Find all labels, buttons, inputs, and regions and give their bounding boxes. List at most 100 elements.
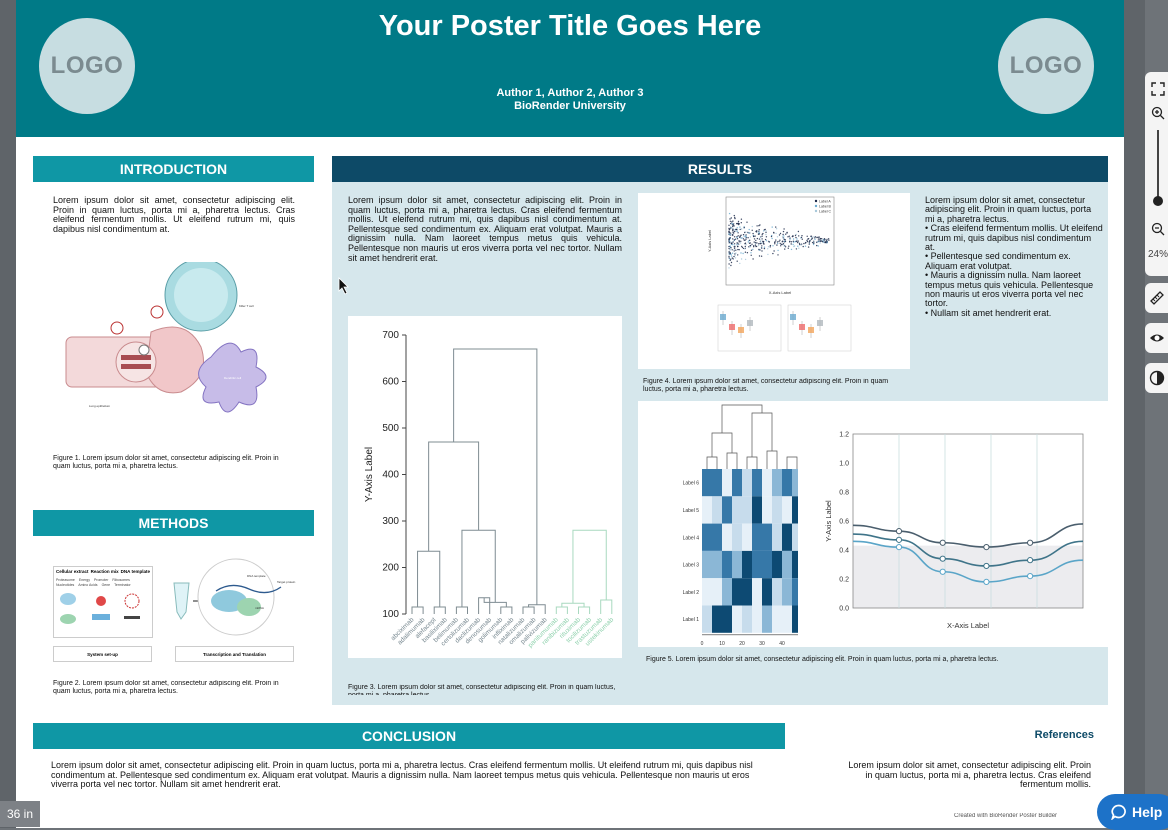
poster[interactable]: LOGO LOGO Your Poster Title Goes Here Au… [16, 0, 1124, 828]
scatter-point [761, 238, 763, 240]
scatter-point [735, 249, 737, 251]
figure-4-panel[interactable]: X-Axis Label Y-Axis Label Label A Label B La… [638, 193, 910, 369]
results-text[interactable]: Lorem ipsum dolor sit amet, consectetur … [348, 195, 622, 263]
zoom-out-icon[interactable] [1151, 222, 1165, 236]
conclusion-heading[interactable]: CONCLUSION [33, 723, 785, 749]
scatter-point [736, 244, 738, 246]
scatter-point [748, 228, 750, 231]
scatter-point [770, 235, 773, 238]
boxplot-box [729, 324, 735, 330]
scatter-point [736, 236, 738, 239]
series-point [895, 536, 903, 543]
scatter-point [776, 244, 778, 246]
dendrogram-link [411, 606, 424, 614]
figure-4-caption[interactable]: Figure 4. Lorem ipsum dolor sit amet, co… [643, 378, 889, 393]
scatter-point [740, 218, 743, 220]
heatmap-cell [752, 578, 762, 606]
scatter-point [749, 246, 751, 248]
scatter-point [739, 235, 741, 237]
y-tick-label: 200 [382, 563, 399, 574]
dendrogram-link [417, 550, 441, 608]
scatter-point [782, 230, 785, 233]
scatter-point [752, 258, 754, 260]
zoom-slider-track[interactable] [1157, 130, 1159, 204]
scatter-point [816, 236, 818, 239]
poster-title[interactable]: Your Poster Title Goes Here [378, 10, 762, 42]
figure-5-panel[interactable]: Label 6 Label 5 Label 4 Label 3 Label 2 Label… [638, 401, 1108, 647]
scatter-point [823, 239, 825, 241]
references-text[interactable]: Lorem ipsum dolor sit amet, consectetur … [848, 760, 1091, 790]
zoom-in-icon[interactable] [1151, 106, 1165, 120]
intro-figure[interactable]: Killer T cell Dendritic cell Lung epithe… [61, 258, 291, 422]
y-tick-label: 0.4 [839, 548, 849, 555]
zoom-slider-handle[interactable] [1153, 196, 1163, 206]
footer-credit: Created with BioRender Poster Builder [954, 813, 1058, 819]
figure-1-caption[interactable]: Figure 1. Lorem ipsum dolor sit amet, co… [53, 455, 279, 470]
conclusion-text[interactable]: Lorem ipsum dolor sit amet, consectetur … [51, 760, 753, 790]
scatter-point [792, 235, 794, 237]
contrast-button[interactable] [1145, 363, 1168, 393]
ruler-button[interactable] [1145, 283, 1168, 313]
scatter-point [732, 238, 734, 240]
scatter-point [750, 249, 753, 251]
series-point [983, 578, 990, 585]
scatter-point [765, 231, 767, 234]
scatter-point [744, 251, 747, 253]
heatmap-cell [772, 523, 782, 551]
authors-block[interactable]: Author 1, Author 2, Author 3 BioRender U… [16, 87, 1124, 113]
help-button[interactable]: Help [1097, 794, 1168, 830]
figure-2-caption[interactable]: Figure 2. Lorem ipsum dolor sit amet, co… [53, 680, 279, 695]
system-setup-box[interactable]: System set-up [53, 646, 152, 662]
scatter-point [734, 229, 736, 231]
transcription-translation-box[interactable]: Transcription and Translation [175, 646, 294, 662]
scatter-point [740, 222, 742, 224]
scatter-point [769, 246, 771, 248]
scatter-point [797, 240, 799, 242]
heatmap-cell [722, 550, 732, 579]
boxplot-panel [787, 304, 852, 352]
scatter-point [774, 241, 776, 243]
scatter-point [800, 244, 802, 246]
results-bullet-list[interactable]: Lorem ipsum dolor sit amet, consectetur … [925, 195, 1103, 318]
preview-button[interactable] [1145, 323, 1168, 353]
scatter-point [811, 237, 814, 239]
scatter-point [737, 235, 739, 237]
scatter-point [765, 240, 768, 242]
scatter-point [733, 230, 736, 233]
eye-icon [1149, 334, 1164, 342]
scatter-point [753, 246, 755, 248]
scatter-point [779, 242, 781, 245]
y-tick-label: 300 [382, 516, 399, 527]
figure-5-caption[interactable]: Figure 5. Lorem ipsum dolor sit amet, co… [646, 656, 999, 663]
scatter-point [730, 255, 733, 257]
scatter-point [745, 244, 747, 246]
series-point [939, 555, 946, 562]
poster-header[interactable]: LOGO LOGO Your Poster Title Goes Here Au… [16, 0, 1124, 137]
scatter-point [760, 255, 763, 257]
heatmap-cell [782, 496, 792, 524]
scatter-point [789, 238, 791, 240]
scatter-point [797, 241, 799, 244]
scatter-point [733, 225, 735, 227]
figure-3-dendrogram[interactable]: 100 200 300 400 500 600 700 Y-Axis Label abcixim… [348, 316, 622, 658]
results-heading[interactable]: RESULTS [332, 156, 1108, 182]
scatter-point [758, 238, 761, 240]
figure-3-caption[interactable]: Figure 3. Lorem ipsum dolor sit amet, co… [348, 684, 616, 695]
scatter-point [732, 225, 734, 228]
scatter-point [732, 220, 734, 222]
methods-figure[interactable]: DNA template mRNA Target protein [171, 557, 296, 637]
fullscreen-icon[interactable] [1151, 82, 1165, 96]
scatter-point [782, 240, 784, 242]
scatter-point [751, 225, 753, 228]
methods-heading[interactable]: METHODS [33, 510, 314, 536]
methods-table[interactable]: Cellular extract Reaction mix DNA templa… [53, 566, 153, 638]
logo-right[interactable]: LOGO [998, 18, 1094, 114]
target-protein-label: Target protein [277, 580, 296, 584]
scatter-point [814, 238, 816, 241]
logo-left[interactable]: LOGO [39, 18, 135, 114]
legend-marker [814, 204, 818, 208]
introduction-text[interactable]: Lorem ipsum dolor sit amet, consectetur … [53, 195, 295, 234]
dendrogram-link [572, 529, 607, 604]
references-heading[interactable]: References [1034, 729, 1094, 741]
introduction-heading[interactable]: INTRODUCTION [33, 156, 314, 182]
